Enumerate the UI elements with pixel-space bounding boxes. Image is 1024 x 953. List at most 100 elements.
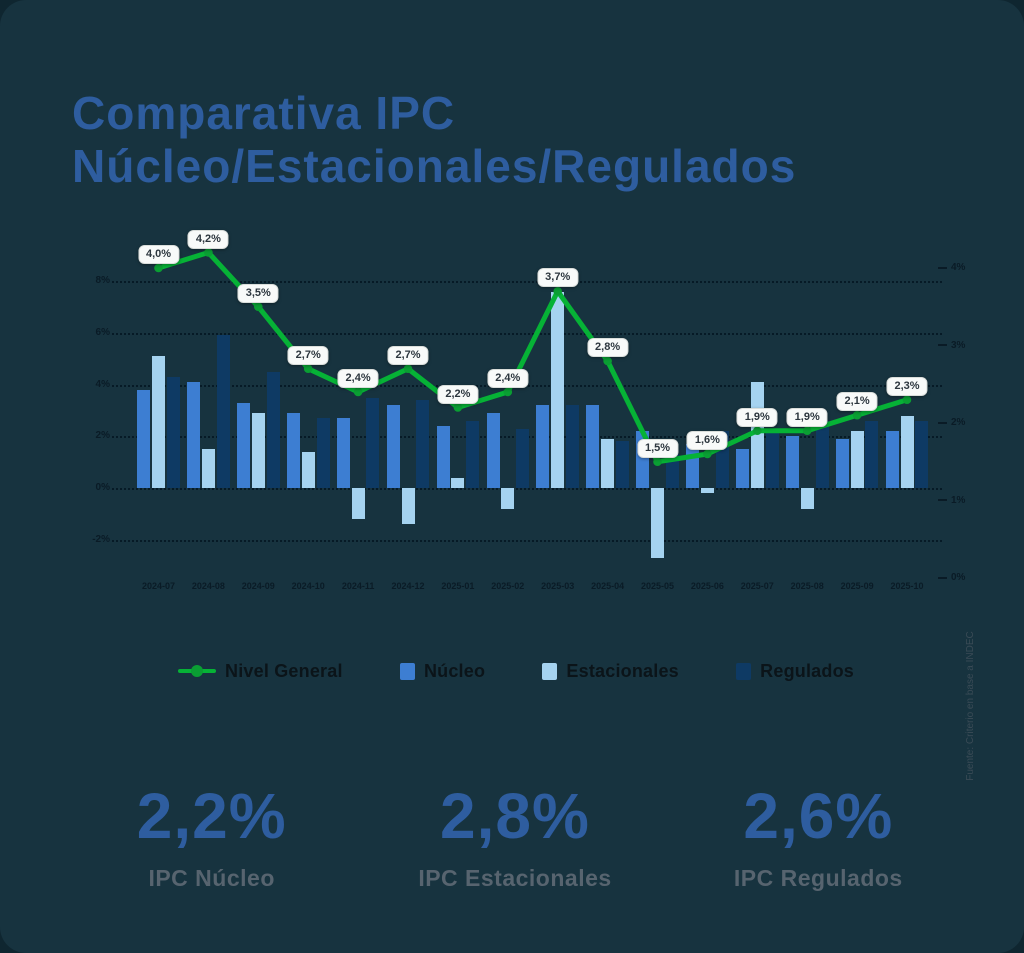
legend-label: Núcleo: [423, 660, 486, 681]
legend-label: Estacionales: [566, 660, 679, 681]
y-axis-tick-left: 4%: [95, 378, 110, 390]
stat-value-estacionales: 2,8%: [440, 780, 590, 852]
line-point: [603, 356, 612, 366]
x-axis-label: 2025-03: [541, 581, 575, 591]
line-point: [154, 263, 163, 273]
data-label-chip: 1,9%: [786, 407, 828, 427]
data-label-chip: 2,2%: [437, 384, 479, 404]
axis-tick-label: 2%: [951, 417, 966, 428]
bar-estacionales: [451, 477, 465, 488]
data-label-chip: 4,2%: [187, 229, 229, 249]
legend-label: Nivel General: [225, 660, 343, 681]
x-axis-label: 2024-10: [291, 581, 325, 591]
line-point: [653, 457, 662, 467]
bar-nucleo: [386, 405, 400, 488]
bar-regulados: [516, 428, 530, 488]
data-label-chip: 1,9%: [736, 407, 778, 427]
page-title-line2: Núcleo/Estacionales/Regulados: [72, 140, 797, 193]
legend-label: Regulados: [760, 660, 854, 681]
y-axis-tick-left: 8%: [95, 275, 110, 287]
bar-estacionales: [251, 413, 265, 488]
legend-square-marker-icon: [399, 662, 415, 680]
legend-line-marker-icon: [178, 663, 216, 679]
bar-estacionales: [201, 449, 215, 488]
bar-estacionales: [551, 291, 565, 488]
data-label-chip: 2,1%: [836, 392, 878, 412]
x-axis-label: 2025-05: [640, 581, 675, 591]
x-axis-label: 2024-07: [141, 581, 176, 591]
page-title-line1: Comparativa IPC: [72, 86, 456, 139]
x-axis-label: 2025-06: [690, 581, 724, 591]
data-label-chip: 3,7%: [537, 268, 579, 288]
bar-regulados: [765, 428, 779, 488]
bar-estacionales: [900, 415, 914, 488]
source-note: Fuente: Criterio en base a INDEC: [965, 631, 976, 781]
gridline: [112, 539, 942, 542]
bar-estacionales: [800, 488, 814, 509]
line-point: [852, 410, 862, 420]
bar-regulados: [166, 376, 180, 488]
data-label-chip: 2,8%: [587, 338, 629, 357]
data-label-chip: 2,3%: [886, 376, 928, 396]
y-axis-tick-right: 0%: [938, 572, 965, 583]
bar-nucleo: [835, 438, 849, 488]
bar-nucleo: [736, 449, 749, 488]
stat-block-regulados: 2,6% IPC Regulados: [667, 784, 970, 892]
stat-block-nucleo: 2,2% IPC Núcleo: [60, 784, 363, 892]
axis-tick-dash: [938, 499, 947, 501]
x-axis-label: 2025-10: [890, 581, 924, 591]
x-axis-label: 2024-11: [341, 581, 375, 591]
bar-estacionales: [301, 451, 315, 488]
bar-nucleo: [436, 425, 450, 488]
bar-regulados: [815, 420, 829, 488]
line-point: [703, 449, 712, 459]
bar-nucleo: [336, 418, 350, 488]
axis-tick-label: 3%: [951, 339, 966, 351]
stat-value-nucleo: 2,2%: [136, 780, 287, 852]
axis-tick-dash: [938, 576, 947, 579]
bar-regulados: [466, 420, 480, 488]
x-axis-label: 2024-12: [391, 581, 425, 591]
x-axis-label: 2024-08: [191, 581, 225, 591]
bar-estacionales: [651, 488, 664, 558]
bar-estacionales: [152, 356, 165, 488]
y-axis-tick-right: 2%: [938, 417, 965, 428]
legend-square-marker-icon: [542, 662, 558, 680]
bar-nucleo: [486, 413, 500, 488]
bar-regulados: [366, 397, 380, 488]
y-axis-tick-left: 6%: [95, 326, 110, 338]
bar-regulados: [865, 420, 879, 488]
data-label-chip: 4,0%: [137, 245, 180, 264]
bar-estacionales: [850, 431, 864, 488]
bar-nucleo: [586, 405, 600, 488]
legend-item-nucleo: Núcleo: [399, 660, 486, 682]
x-axis-label: 2025-09: [840, 581, 874, 591]
bar-regulados: [416, 400, 430, 488]
bar-nucleo: [686, 444, 700, 488]
gridline: [112, 488, 942, 490]
bar-nucleo: [187, 382, 201, 488]
x-axis-label: 2025-08: [790, 581, 824, 591]
stat-block-estacionales: 2,8% IPC Estacionales: [363, 784, 666, 892]
legend-item-regulados: Regulados: [736, 661, 854, 682]
stat-value-regulados: 2,6%: [743, 780, 894, 852]
x-axis-label: 2025-01: [441, 581, 475, 591]
axis-tick-label: 4%: [951, 262, 966, 273]
y-axis-tick-left: -2%: [92, 533, 110, 545]
legend-square-marker-icon: [736, 662, 752, 680]
stat-label-regulados: IPC Regulados: [733, 865, 903, 891]
line-point: [503, 387, 513, 397]
bar-estacionales: [501, 488, 515, 509]
line-point: [204, 248, 213, 257]
bar-estacionales: [351, 488, 365, 520]
stat-label-nucleo: IPC Núcleo: [148, 865, 275, 891]
data-label-chip: 2,4%: [487, 369, 529, 388]
bar-regulados: [266, 371, 280, 488]
bar-nucleo: [137, 389, 151, 488]
x-axis-label: 2025-02: [491, 581, 525, 591]
axis-tick-label: 0%: [951, 572, 966, 583]
stats-row: 2,2% IPC Núcleo 2,8% IPC Estacionales 2,…: [60, 784, 970, 892]
data-label-chip: 1,5%: [636, 438, 679, 458]
